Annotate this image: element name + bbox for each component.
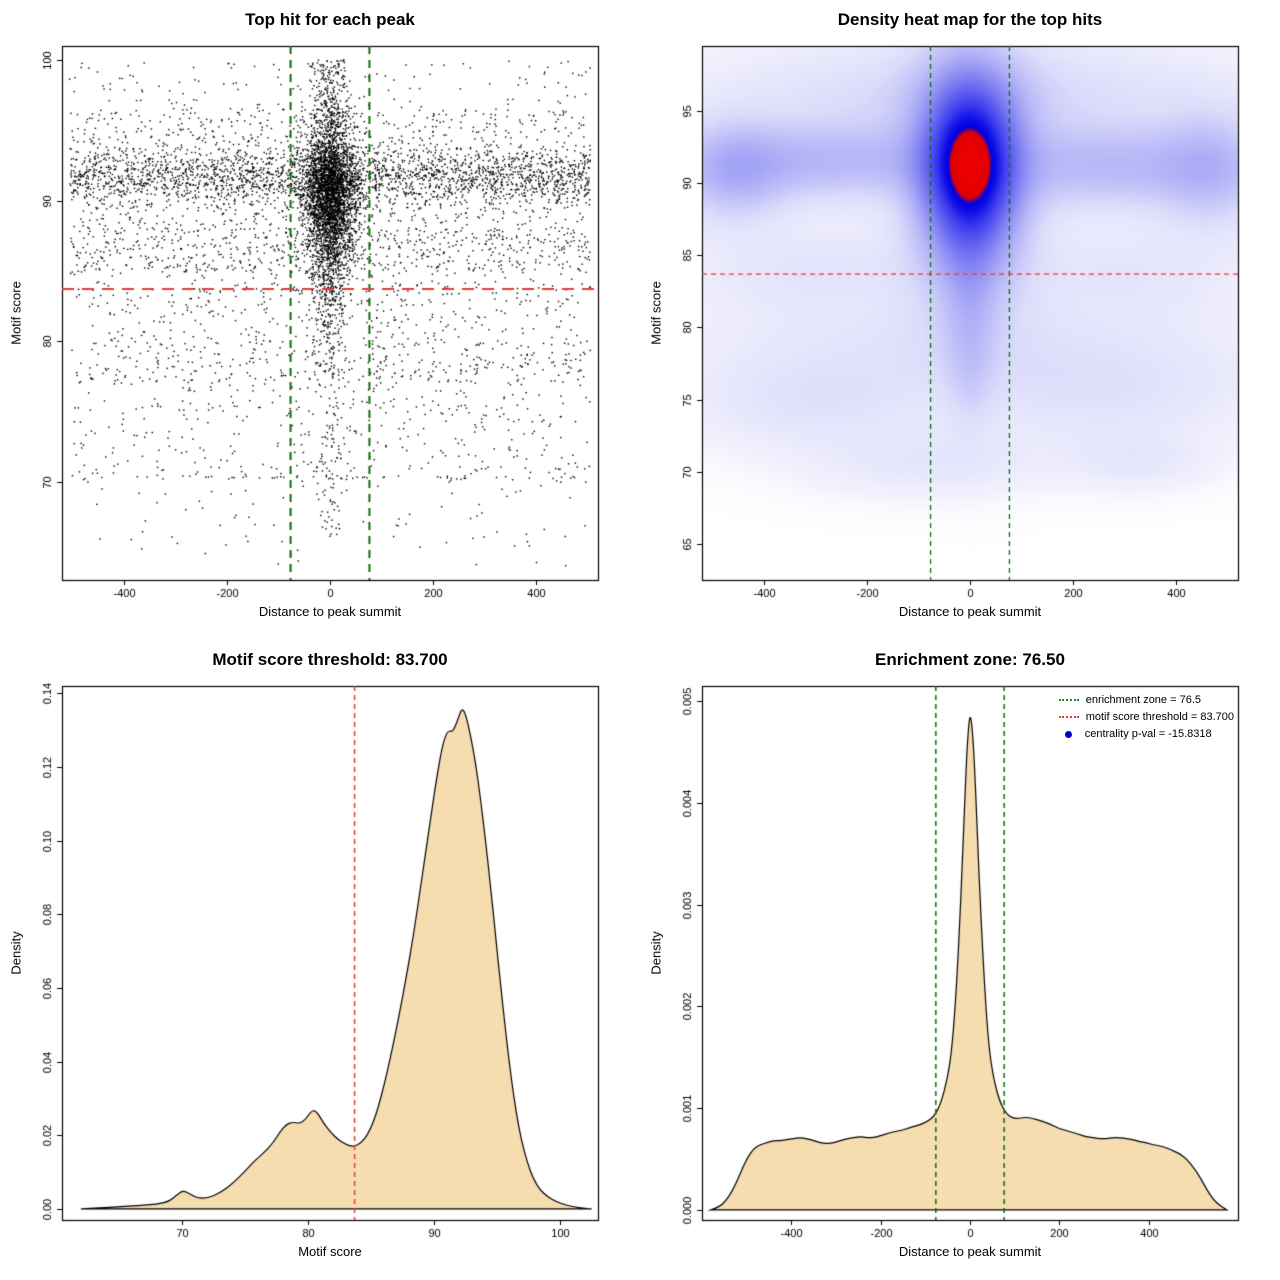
legend-label-enrichment-zone: enrichment zone = 76.5 xyxy=(1085,694,1201,706)
enrichment-zone-y-axis-label: Density xyxy=(648,931,664,975)
panel-enrichment-zone-density: Enrichment zone: 76.50 Distance to peak … xyxy=(640,640,1280,1280)
legend-label-centrality-pval: centrality p-val = -15.8318 xyxy=(1084,728,1212,740)
legend-label-motif-score-threshold: motif score threshold = 83.700 xyxy=(1085,711,1234,723)
panel-top-hit-scatter: Top hit for each peak Distance to peak s… xyxy=(0,0,640,640)
heatmap-y-axis-label: Motif score xyxy=(648,281,664,345)
green-dotted-line-swatch xyxy=(1058,699,1079,701)
heatmap-title: Density heat map for the top hits xyxy=(837,10,1103,29)
blue-dot-swatch xyxy=(1064,730,1072,738)
heatmap-canvas xyxy=(640,0,1280,640)
heatmap-x-axis-label: Distance to peak summit xyxy=(898,604,1042,619)
enrichment-zone-density-title: Enrichment zone: 76.50 xyxy=(875,650,1065,669)
scatter-plot-canvas xyxy=(0,0,640,640)
motif-score-density-canvas xyxy=(0,640,640,1280)
legend-item-centrality-pval: centrality p-val = -15.8318 xyxy=(1059,728,1234,740)
legend-item-enrichment-zone: enrichment zone = 76.5 xyxy=(1058,694,1234,706)
scatter-title: Top hit for each peak xyxy=(245,10,415,29)
enrichment-zone-x-axis-label: Distance to peak summit xyxy=(898,1244,1042,1259)
motif-score-density-x-axis-label: Motif score xyxy=(298,1244,362,1259)
legend-item-motif-score-threshold: motif score threshold = 83.700 xyxy=(1058,711,1234,723)
panel-motif-score-density: Motif score threshold: 83.700 Motif scor… xyxy=(0,640,640,1280)
motif-score-density-title: Motif score threshold: 83.700 xyxy=(212,650,448,669)
panel-density-heatmap: Density heat map for the top hits Distan… xyxy=(640,0,1280,640)
plot-legend: enrichment zone = 76.5 motif score thres… xyxy=(1058,694,1234,745)
red-dotted-line-swatch xyxy=(1058,716,1079,718)
scatter-x-axis-label: Distance to peak summit xyxy=(258,604,402,619)
scatter-y-axis-label: Motif score xyxy=(8,281,24,345)
motif-score-density-y-axis-label: Density xyxy=(8,931,24,975)
enrichment-zone-density-canvas xyxy=(640,640,1280,1280)
